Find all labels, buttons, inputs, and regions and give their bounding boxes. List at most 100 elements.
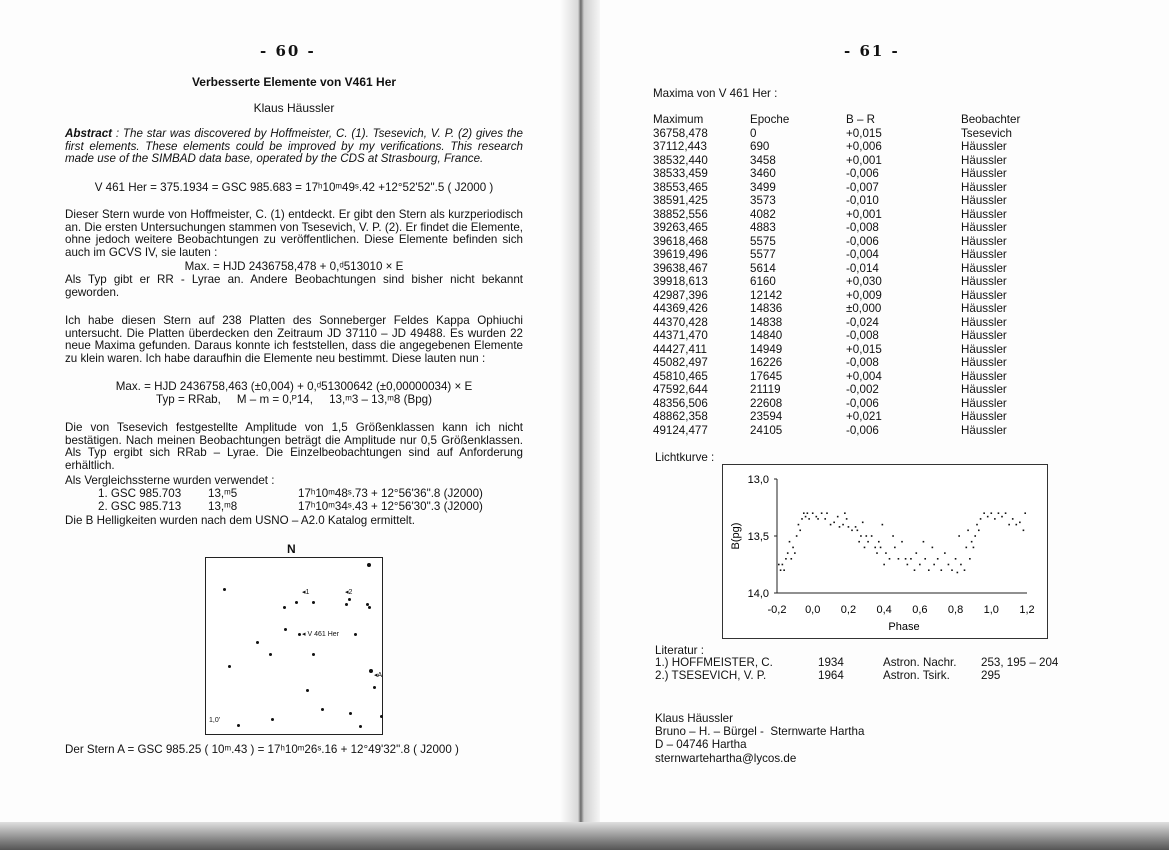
- cell-b-r: +0,015: [846, 342, 882, 356]
- cell-beobachter: Häussler: [961, 423, 1007, 437]
- data-point: [904, 558, 907, 560]
- star-dot: [349, 712, 352, 715]
- cell-b-r: +0,015: [846, 126, 882, 140]
- comparison-name: 1. GSC 985.703: [98, 487, 182, 500]
- data-point: [972, 546, 975, 549]
- cell-b-r: -0,006: [846, 234, 879, 248]
- cell-epoche: 22608: [750, 396, 783, 410]
- star-identification: V 461 Her = 375.1934 = GSC 985.683 = 17ʰ…: [94, 181, 494, 194]
- star-dot: [312, 601, 315, 604]
- data-point: [817, 518, 819, 520]
- comparison-intro: Als Vergleichssterne wurden verwendet :: [65, 474, 275, 487]
- cell-epoche: 21119: [750, 383, 781, 396]
- star-dot: [348, 598, 351, 601]
- comparison-mag: 13,ᵐ5: [208, 487, 238, 500]
- address-email[interactable]: sternwartehartha@lycos.de: [655, 751, 797, 765]
- comparison-coords: 17ʰ10ᵐ48ˢ.73 + 12°56'36".8 (J2000): [298, 487, 483, 500]
- article-title: Verbesserte Elemente von V461 Her: [191, 75, 397, 89]
- comparison-name: 2. GSC 985.713: [98, 500, 182, 513]
- cell-maximum: 39263,465: [653, 221, 708, 234]
- cell-b-r: +0,001: [846, 207, 882, 221]
- cell-b-r: -0,006: [846, 167, 879, 180]
- data-point: [976, 523, 978, 526]
- table-row: 38852,556 4082 +0,001 Häussler: [653, 208, 1053, 222]
- cell-maximum: 48862,358: [653, 410, 708, 423]
- cell-epoche: 16226: [750, 356, 783, 369]
- table-row: 48862,358 23594 +0,021 Häussler: [653, 410, 1053, 424]
- data-point: [927, 569, 930, 571]
- star-a-note: Der Stern A = GSC 985.25 ( 10ᵐ.43 ) = 17…: [65, 743, 459, 756]
- cell-b-r: +0,004: [846, 369, 882, 383]
- cell-beobachter: Häussler: [961, 194, 1007, 207]
- address-city: D – 04746 Hartha: [655, 738, 747, 752]
- cell-beobachter: Häussler: [961, 396, 1007, 410]
- cell-b-r: -0,007: [846, 180, 879, 194]
- star-dot: [298, 633, 301, 636]
- cell-beobachter: Häussler: [961, 140, 1007, 153]
- cell-beobachter: Häussler: [961, 221, 1007, 234]
- data-point: [829, 523, 832, 526]
- y-axis-label: B(pg): [730, 523, 742, 550]
- data-point: [1004, 512, 1007, 514]
- data-point: [777, 563, 780, 566]
- cell-maximum: 38553,465: [653, 180, 708, 194]
- cell-maximum: 42987,396: [653, 288, 708, 302]
- page-number-right: - 61 -: [844, 42, 900, 60]
- usno-note: Die B Helligkeiten wurden nach dem USNO …: [65, 514, 415, 527]
- finder-chart: ◂1 ◂2 ◂ V 461 Her ◂A 1,0': [205, 557, 383, 735]
- data-point: [1015, 523, 1018, 526]
- star-dot: [369, 669, 373, 673]
- cell-beobachter: Häussler: [961, 410, 1007, 423]
- x-tick-label: 1,2: [1019, 604, 1034, 616]
- table-row: 42987,396 12142 +0,009 Häussler: [653, 289, 1053, 303]
- cell-beobachter: Häussler: [961, 167, 1007, 180]
- data-point: [922, 540, 925, 543]
- cell-maximum: 37112,443: [653, 140, 707, 153]
- article-author: Klaus Häussler: [253, 101, 335, 115]
- x-tick-label: 0,4: [876, 604, 891, 616]
- paragraph-3: Ich habe diesen Stern auf 238 Platten de…: [65, 314, 523, 365]
- ref-author: 1.) HOFFMEISTER, C.: [655, 656, 773, 669]
- cell-epoche: 24105: [750, 423, 783, 437]
- cell-epoche: 14836: [750, 302, 783, 315]
- data-point: [906, 563, 909, 566]
- ref-pages: 295: [981, 669, 1001, 682]
- data-point: [1019, 521, 1021, 524]
- cell-beobachter: Häussler: [961, 275, 1007, 288]
- data-point: [820, 512, 823, 514]
- data-point: [801, 518, 803, 520]
- cell-maximum: 49124,477: [653, 423, 708, 437]
- data-point: [806, 512, 809, 514]
- table-row: 44371,470 14840 -0,008 Häussler: [653, 329, 1053, 343]
- ref-author: 2.) TSESEVICH, V. P.: [655, 669, 767, 682]
- cell-maximum: 39619,496: [653, 248, 708, 261]
- table-row: 39638,467 5614 -0,014 Häussler: [653, 262, 1053, 276]
- data-point: [888, 558, 891, 560]
- data-point: [845, 518, 848, 520]
- table-row: 36758,478 0 +0,015 Tsesevich: [653, 127, 1053, 141]
- data-point: [960, 563, 962, 566]
- cell-epoche: 5575: [750, 234, 776, 248]
- data-point: [877, 540, 880, 543]
- label-star-a: ◂A: [374, 672, 383, 679]
- data-point: [783, 569, 785, 571]
- cell-epoche: 5577: [750, 248, 776, 261]
- table-row: 44370,428 14838 -0,024 Häussler: [653, 316, 1053, 330]
- data-point: [799, 529, 802, 532]
- data-point: [931, 546, 934, 549]
- data-point: [919, 563, 921, 566]
- cell-b-r: -0,006: [846, 396, 879, 410]
- star-dot: [284, 628, 287, 631]
- y-tick-label: 13,0: [748, 474, 769, 486]
- table-row: 45810,465 17645 +0,004 Häussler: [653, 370, 1053, 384]
- cell-maximum: 44370,428: [653, 315, 708, 329]
- data-point: [795, 535, 798, 537]
- data-point: [965, 546, 968, 549]
- star-dot: [380, 715, 383, 718]
- table-row: 44427,411 14949 +0,015 Häussler: [653, 343, 1053, 357]
- cell-maximum: 39918,613: [653, 275, 708, 288]
- header-beobachter: Beobachter: [961, 113, 1021, 126]
- star-dot: [295, 601, 298, 604]
- north-label: N: [287, 542, 296, 556]
- data-point: [915, 552, 918, 554]
